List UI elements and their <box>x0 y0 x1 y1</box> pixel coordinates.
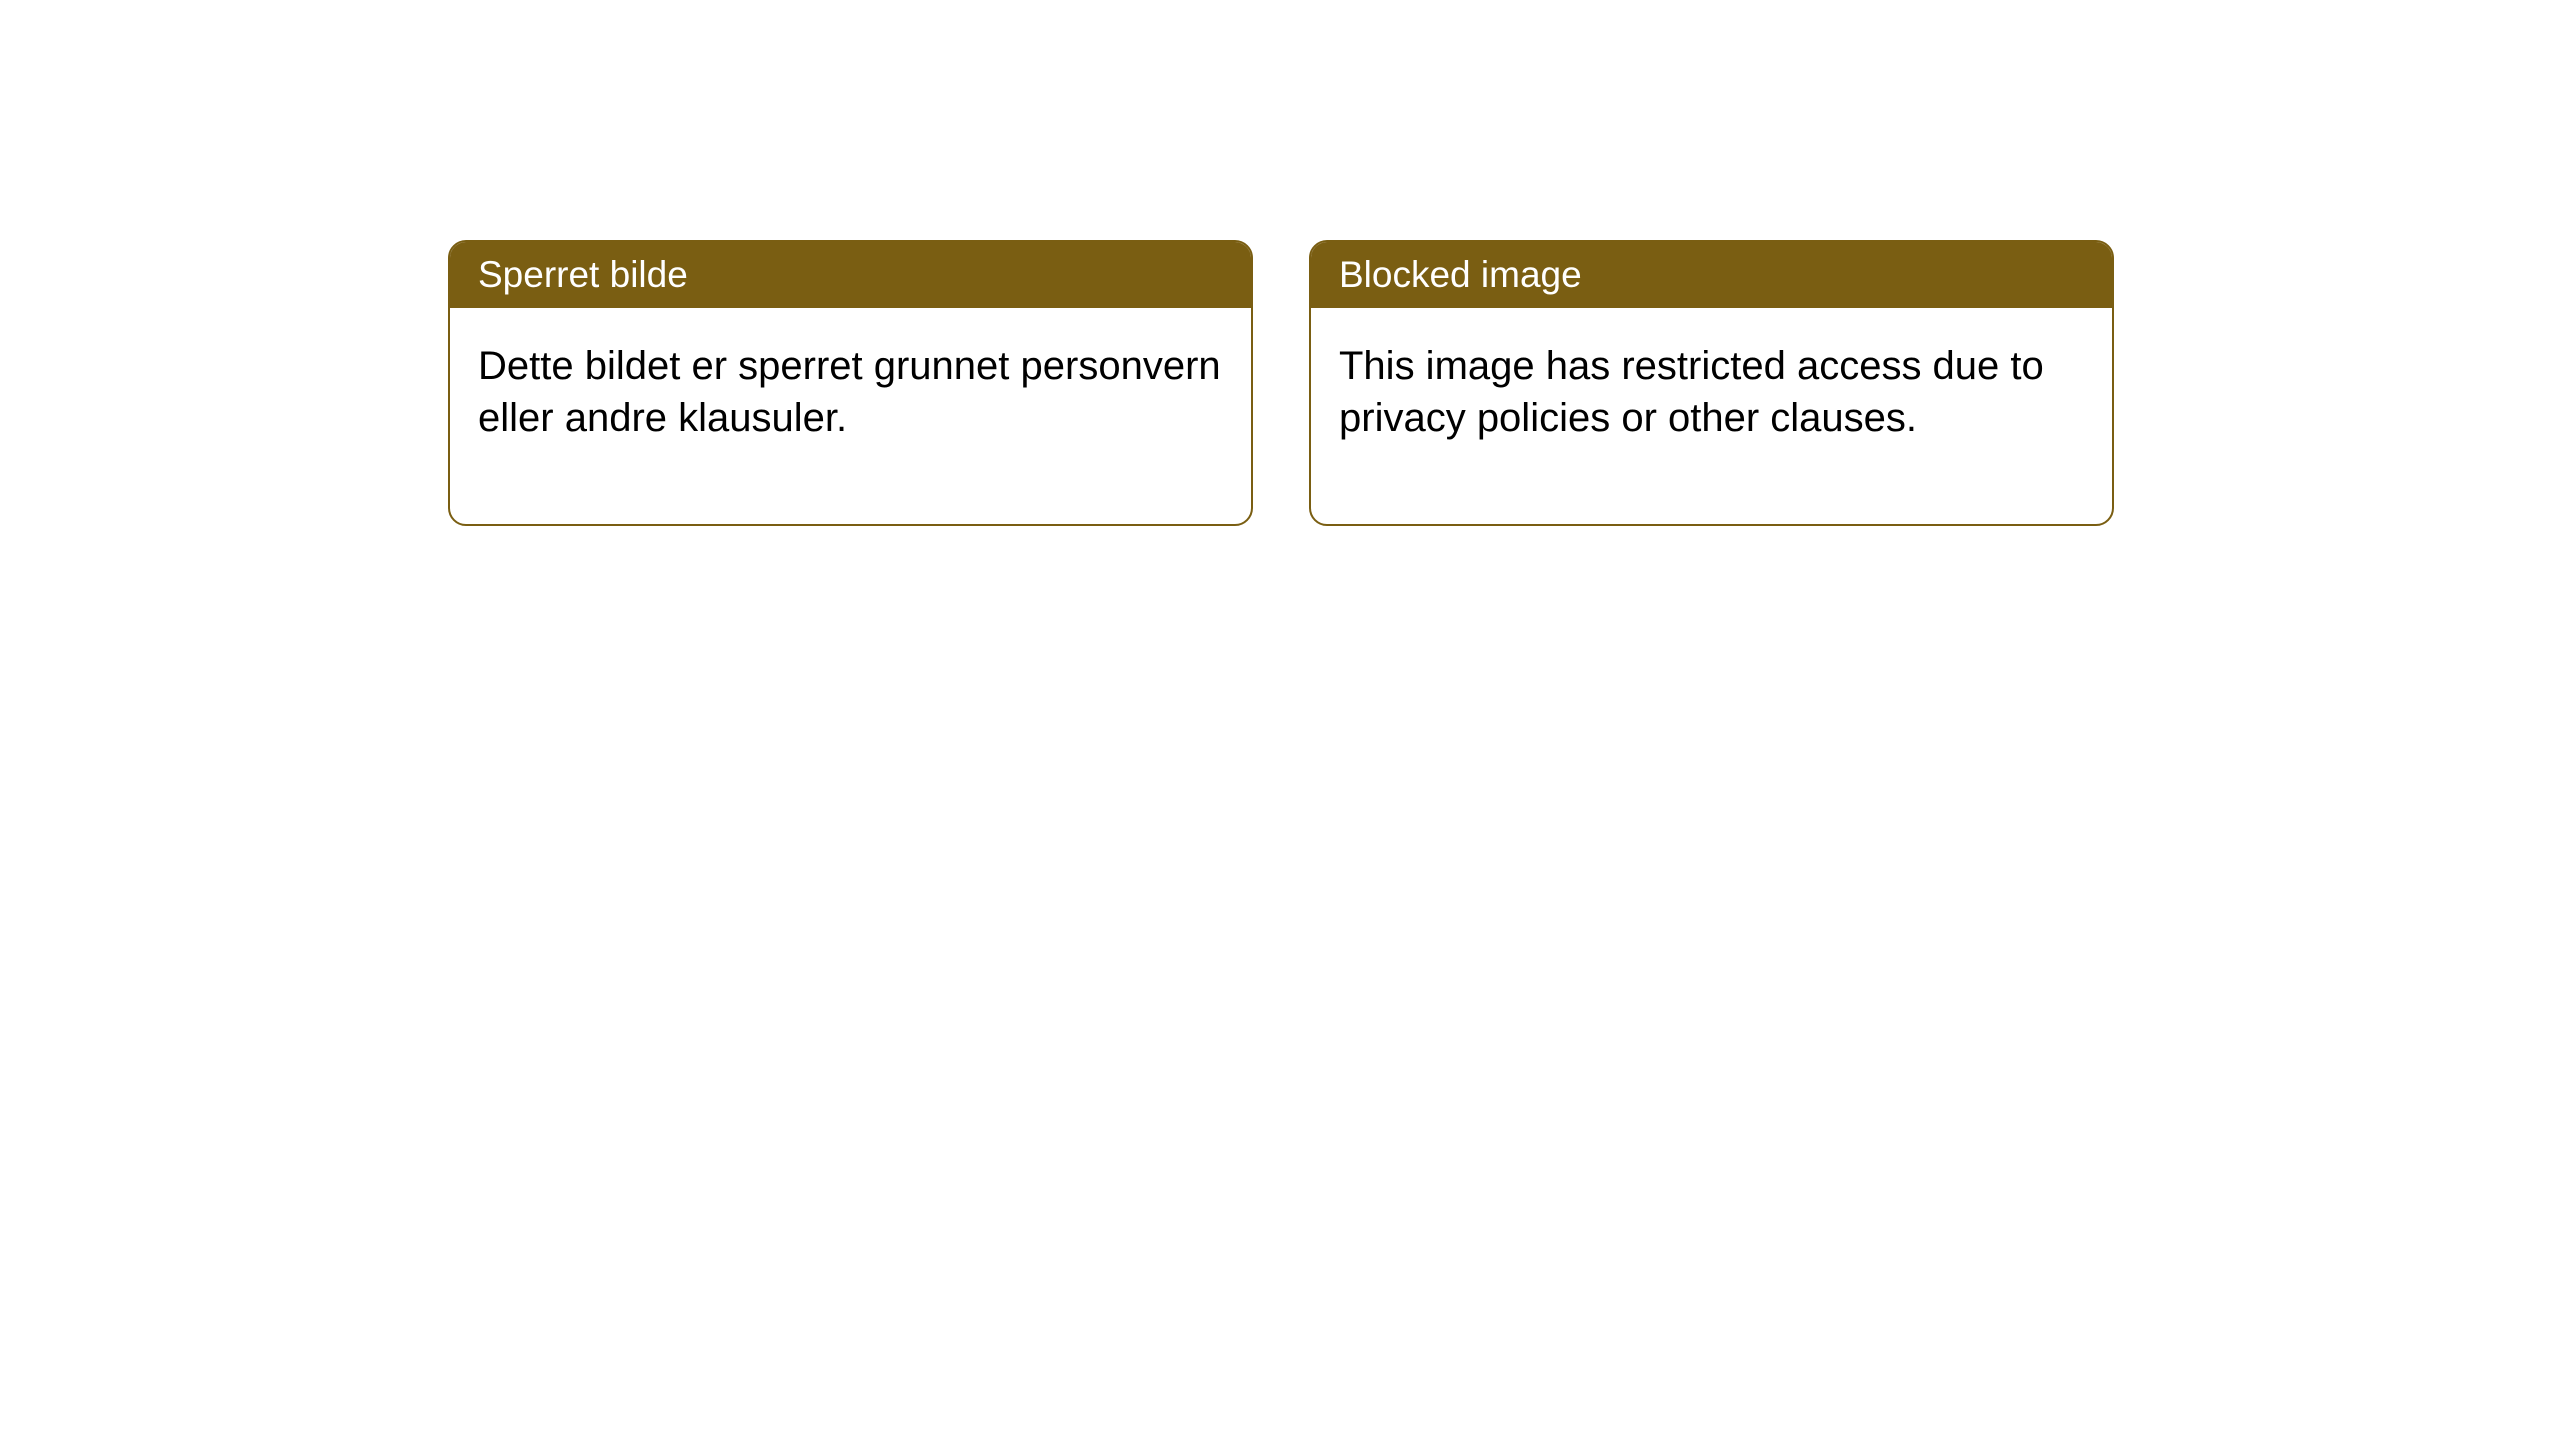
notice-body-text: This image has restricted access due to … <box>1339 344 2044 440</box>
notice-box-english: Blocked image This image has restricted … <box>1309 240 2114 526</box>
notice-header: Sperret bilde <box>450 242 1251 308</box>
notice-body: This image has restricted access due to … <box>1311 308 2112 524</box>
notice-box-norwegian: Sperret bilde Dette bildet er sperret gr… <box>448 240 1253 526</box>
notice-body: Dette bildet er sperret grunnet personve… <box>450 308 1251 524</box>
notice-header: Blocked image <box>1311 242 2112 308</box>
notice-title: Sperret bilde <box>478 254 688 295</box>
notice-title: Blocked image <box>1339 254 1582 295</box>
notice-body-text: Dette bildet er sperret grunnet personve… <box>478 344 1221 440</box>
notice-container: Sperret bilde Dette bildet er sperret gr… <box>448 240 2114 526</box>
